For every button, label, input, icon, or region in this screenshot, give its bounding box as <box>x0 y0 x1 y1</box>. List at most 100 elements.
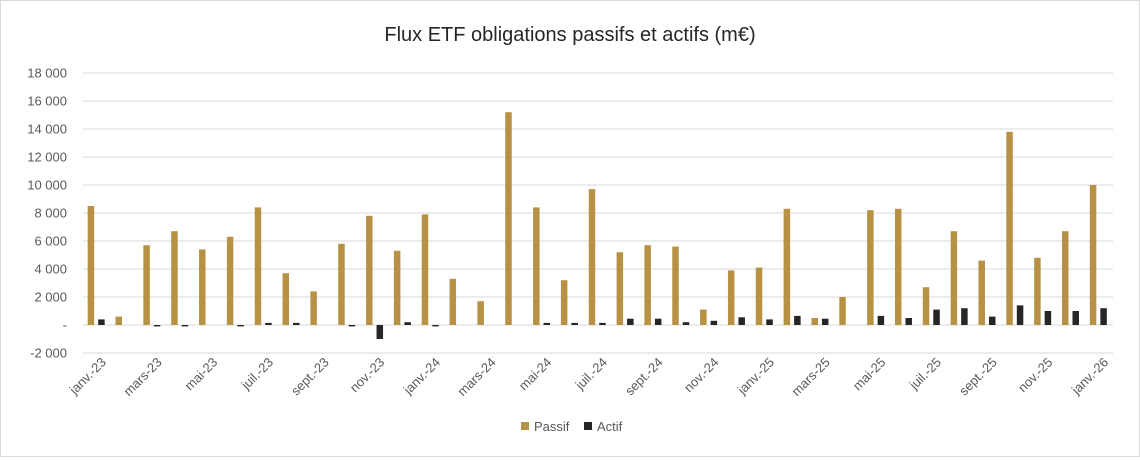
bar-passif <box>393 250 401 325</box>
y-tick-label: -2 000 <box>30 346 67 361</box>
bar-passif <box>783 208 791 325</box>
bar-passif <box>560 280 568 325</box>
bar-actif <box>404 322 411 325</box>
bar-passif <box>894 208 902 325</box>
bar-actif <box>654 318 662 325</box>
x-tick-label: mars-25 <box>788 355 832 399</box>
bars <box>87 112 1107 339</box>
x-tick-label: mars-23 <box>120 355 164 399</box>
bar-passif <box>366 215 373 325</box>
x-tick-label: juil.-23 <box>238 355 276 393</box>
x-tick-label: sept.-24 <box>622 355 666 399</box>
bar-actif <box>543 322 551 325</box>
x-tick-label: janv.-25 <box>734 355 777 398</box>
bar-passif <box>477 301 484 325</box>
bar-actif <box>432 325 439 327</box>
bar-passif <box>1089 185 1097 325</box>
bar-actif <box>933 309 940 325</box>
x-tick-label: sept.-23 <box>288 355 332 399</box>
bar-passif <box>950 231 958 325</box>
bar-actif <box>1072 311 1079 325</box>
bar-actif <box>1016 305 1024 325</box>
bar-actif <box>237 325 244 327</box>
bar-passif <box>867 210 874 325</box>
x-tick-label: janv.-24 <box>400 355 443 398</box>
x-tick-label: sept.-25 <box>956 355 1000 399</box>
x-tick-label: nov.-23 <box>347 355 388 396</box>
bar-actif <box>293 322 300 325</box>
bar-passif <box>533 207 540 325</box>
y-tick-label: - <box>63 318 67 333</box>
bar-actif <box>348 325 356 327</box>
x-tick-label: nov.-25 <box>1015 355 1056 396</box>
bar-passif <box>143 245 150 325</box>
legend-label-passif: Passif <box>534 419 570 434</box>
y-tick-label: 8 000 <box>34 206 67 221</box>
bar-actif <box>905 318 912 325</box>
bar-passif <box>588 189 596 325</box>
bar-passif <box>1061 231 1069 325</box>
x-tick-label: nov.-24 <box>681 355 722 396</box>
x-tick-label: mai-23 <box>182 355 221 394</box>
x-tick-label: mai-24 <box>516 355 555 394</box>
y-tick-label: 14 000 <box>27 122 67 137</box>
x-tick-label: janv.-23 <box>66 355 109 398</box>
bar-passif <box>226 236 234 325</box>
bar-actif <box>794 315 801 325</box>
bar-passif <box>338 243 345 325</box>
bar-actif <box>682 322 690 325</box>
bar-passif <box>115 316 123 325</box>
bar-actif <box>738 317 745 325</box>
bar-passif <box>310 291 317 325</box>
y-tick-label: 12 000 <box>27 150 67 165</box>
bar-passif <box>672 246 679 325</box>
y-tick-label: 18 000 <box>27 66 67 81</box>
bar-actif <box>961 308 968 325</box>
bar-actif <box>1044 311 1052 325</box>
bar-passif <box>1006 131 1013 325</box>
bar-actif <box>877 315 885 325</box>
bar-passif <box>644 245 651 325</box>
bar-passif <box>922 287 930 325</box>
gridlines <box>83 72 1113 354</box>
bar-passif <box>171 231 178 325</box>
bar-actif <box>766 319 773 325</box>
y-tick-label: 2 000 <box>34 290 67 305</box>
bar-passif <box>839 297 846 325</box>
bar-actif <box>627 318 634 325</box>
x-tick-label: juil.-25 <box>906 355 944 393</box>
bar-actif <box>265 322 272 325</box>
legend-swatch-passif <box>521 422 529 430</box>
bar-passif <box>700 309 707 325</box>
bar-passif <box>421 214 429 325</box>
bar-actif <box>821 318 829 325</box>
bar-passif <box>505 112 512 325</box>
bar-actif <box>710 320 718 325</box>
bar-passif <box>616 252 624 325</box>
bar-actif <box>376 325 384 339</box>
legend-swatch-actif <box>584 422 592 430</box>
x-axis: janv.-23 mars-23 mai-23 juil.-23 sept.-23 nov… <box>66 355 1112 399</box>
x-tick-label: juil.-24 <box>572 355 610 393</box>
bar-passif <box>755 267 763 325</box>
bar-actif <box>571 322 578 325</box>
legend: Passif Actif <box>521 419 623 434</box>
bar-passif <box>1034 257 1041 325</box>
bar-actif <box>181 325 189 327</box>
bar-passif <box>254 207 262 325</box>
x-tick-label: mai-25 <box>850 355 889 394</box>
legend-label-actif: Actif <box>597 419 623 434</box>
y-tick-label: 4 000 <box>34 262 67 277</box>
x-tick-label: mars-24 <box>454 355 498 399</box>
y-tick-label: 10 000 <box>27 178 67 193</box>
bar-passif <box>978 260 985 325</box>
bar-actif <box>1100 308 1107 325</box>
bar-actif <box>98 319 105 325</box>
chart-title: Flux ETF obligations passifs et actifs (… <box>384 24 755 46</box>
bar-passif <box>811 318 818 325</box>
bar-passif <box>199 249 206 325</box>
y-tick-label: 6 000 <box>34 234 67 249</box>
